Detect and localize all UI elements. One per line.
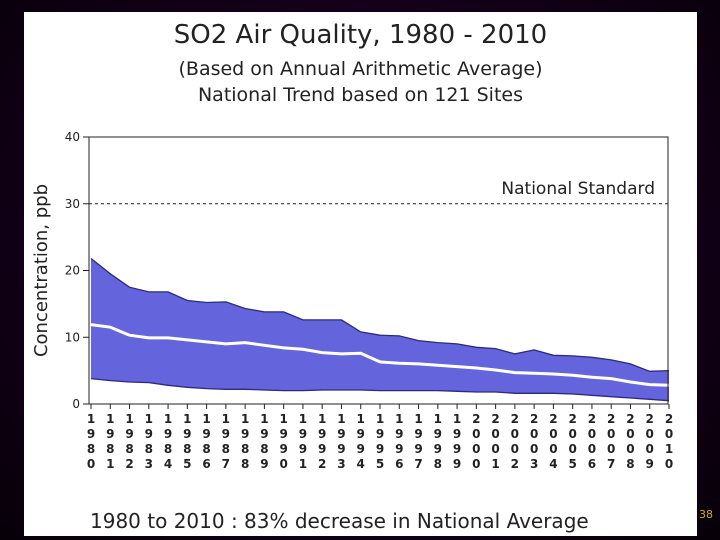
chart-subtitle-line-2: National Trend based on 121 Sites (197, 84, 524, 106)
percentile-band (91, 258, 669, 401)
national-standard-label: National Standard (501, 179, 655, 199)
series-line-90th-percentile (90, 257, 670, 372)
y-tick-label: 30 (65, 197, 80, 211)
so2-trend-chart: National Standard 0 10 20 30 40 Concentration,… (31, 130, 673, 471)
y-tick-label: 0 (72, 397, 80, 411)
slide-number: 38 (699, 508, 713, 521)
slide-panel: SO2 Air Quality, 1980 - 2010 (Based on A… (24, 12, 697, 536)
footer-summary: 1980 to 2010 : 83% decrease in National … (90, 509, 589, 533)
y-axis-label: Concentration, ppb (31, 184, 52, 357)
y-tick-label: 20 (65, 264, 80, 278)
series-line-mean (90, 323, 670, 387)
series-line-10th-percentile (90, 377, 670, 402)
chart-title: SO2 Air Quality, 1980 - 2010 (173, 20, 548, 50)
chart-subtitle-line-1: (Based on Annual Arithmetic Average) (178, 58, 543, 80)
y-tick-label: 40 (65, 130, 80, 144)
y-tick-label: 10 (65, 330, 80, 344)
